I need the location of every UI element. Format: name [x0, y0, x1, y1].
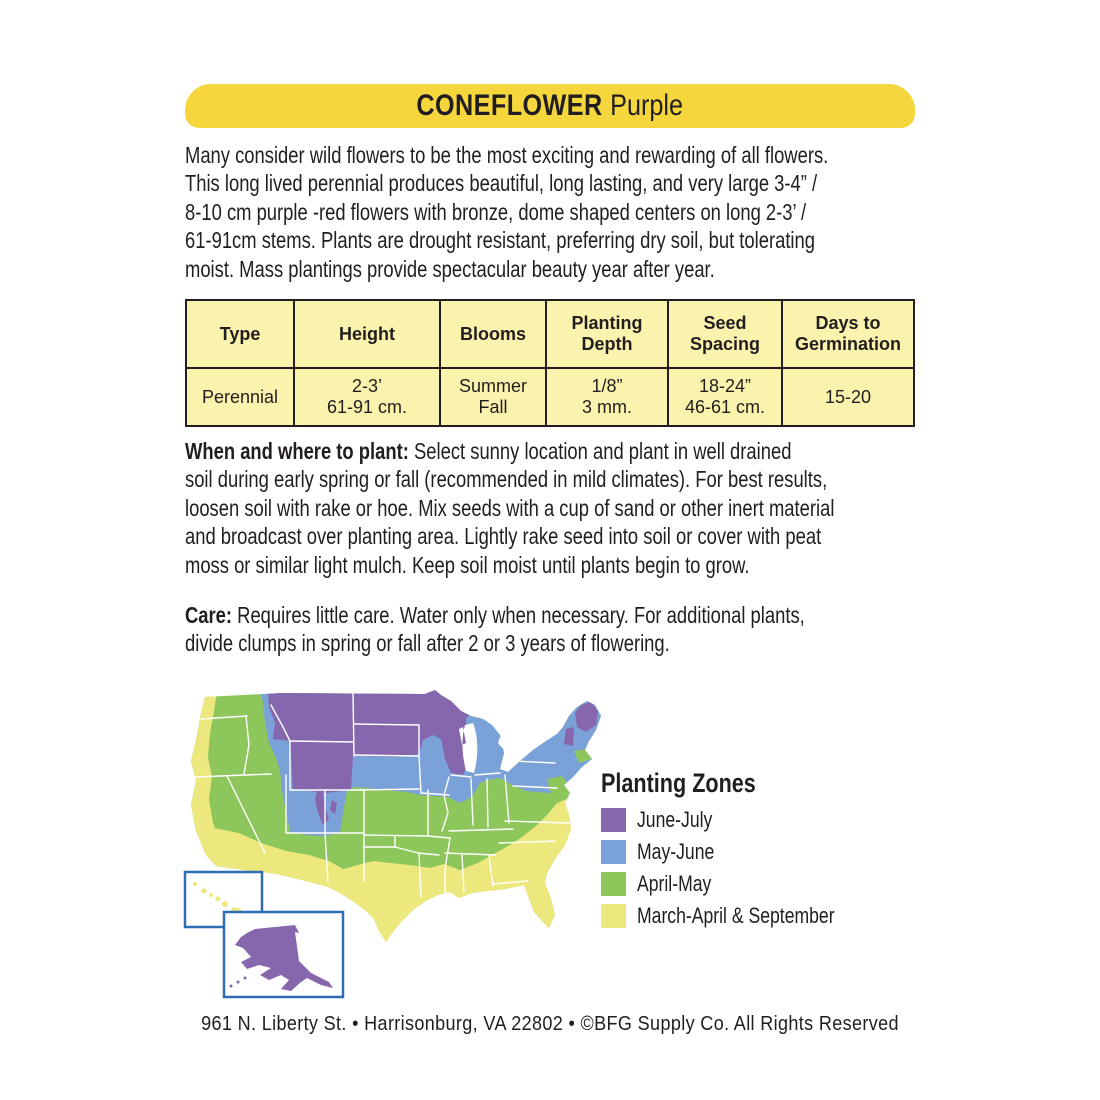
- col-header-planting-depth: Planting Depth: [545, 299, 669, 369]
- legend-label: April-May: [637, 871, 712, 896]
- plant-section-label: When and where to plant:: [185, 438, 409, 464]
- spec-table: Type Height Blooms Planting Depth Seed S…: [185, 299, 915, 427]
- cell-days-to-germination: 15-20: [781, 367, 915, 427]
- legend-item-may-june: May-June: [601, 839, 941, 864]
- legend-item-june-july: June-July: [601, 807, 941, 832]
- cell-blooms: Summer Fall: [439, 367, 547, 427]
- legend-label: May-June: [637, 839, 715, 864]
- planting-zones-legend: Planting Zones June-July May-June April-…: [601, 768, 941, 936]
- aleutian-islands: [229, 976, 247, 988]
- col-header-type: Type: [185, 299, 295, 369]
- care-section-label: Care:: [185, 602, 233, 628]
- page-title: CONEFLOWER Purple: [417, 89, 684, 123]
- footer-address: 961 N. Liberty St. • Harrisonburg, VA 22…: [201, 1012, 899, 1035]
- title-band: CONEFLOWER Purple: [185, 84, 915, 128]
- zone-june-july-region: [267, 690, 598, 825]
- april-may-swatch: [601, 872, 626, 896]
- title-sub: Purple: [610, 89, 684, 122]
- spec-table-header-row: Type Height Blooms Planting Depth Seed S…: [185, 299, 915, 369]
- care-section: Care: Requires little care. Water only w…: [185, 601, 933, 658]
- legend-title: Planting Zones: [601, 768, 756, 798]
- state-borders: [194, 692, 570, 898]
- col-header-blooms: Blooms: [439, 299, 547, 369]
- title-main: CONEFLOWER: [416, 89, 603, 122]
- may-june-swatch: [601, 840, 626, 864]
- us-planting-zones-map: [183, 690, 601, 999]
- march-april-september-swatch: [601, 904, 626, 928]
- col-header-days-to-germination: Days to Germination: [781, 299, 915, 369]
- plant-section: When and where to plant: Select sunny lo…: [185, 437, 933, 579]
- zone-green-east-patches: [548, 749, 591, 796]
- cell-seed-spacing: 18-24” 46-61 cm.: [667, 367, 783, 427]
- alaska-inset: [222, 910, 345, 999]
- legend-label: June-July: [637, 807, 713, 832]
- spec-table-data-row: Perennial 2-3’ 61-91 cm. Summer Fall 1/8…: [185, 367, 915, 427]
- care-section-text: Requires little care. Water only when ne…: [185, 602, 805, 657]
- great-lakes: [459, 723, 510, 773]
- legend-item-april-may: April-May: [601, 871, 941, 896]
- cell-height: 2-3’ 61-91 cm.: [293, 367, 441, 427]
- june-july-swatch: [601, 808, 626, 832]
- cell-type: Perennial: [185, 367, 295, 427]
- intro-paragraph: Many consider wild flowers to be the mos…: [185, 142, 829, 282]
- alaska-shape: [235, 925, 333, 991]
- legend-item-march-april-september: March-April & September: [601, 903, 941, 928]
- cell-planting-depth: 1/8” 3 mm.: [545, 367, 669, 427]
- col-header-seed-spacing: Seed Spacing: [667, 299, 783, 369]
- col-header-height: Height: [293, 299, 441, 369]
- plant-section-text: Select sunny location and plant in well …: [185, 438, 835, 578]
- legend-label: March-April & September: [637, 903, 835, 928]
